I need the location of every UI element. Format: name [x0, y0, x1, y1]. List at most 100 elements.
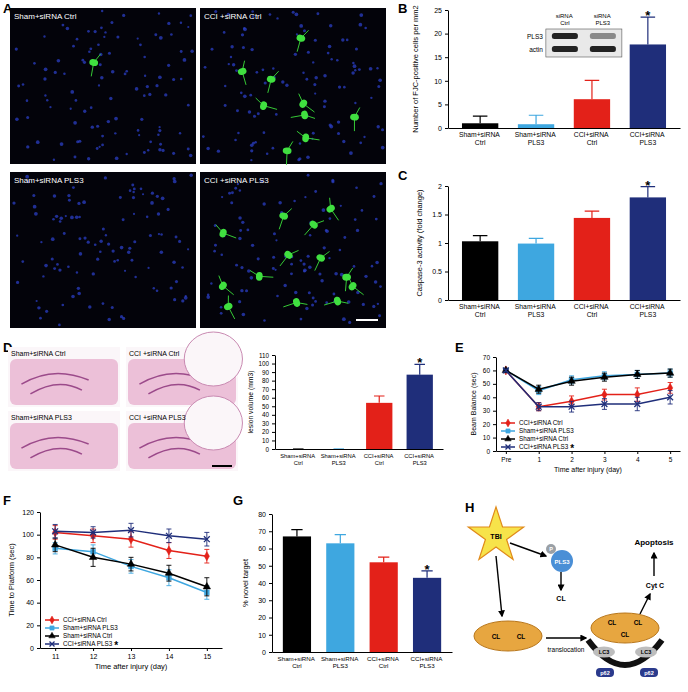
nucleus — [323, 246, 326, 249]
nucleus — [107, 242, 110, 245]
nucleus — [183, 58, 187, 62]
nucleus — [375, 261, 379, 265]
tick-mark — [445, 128, 448, 129]
tick-label: 12 — [90, 653, 98, 660]
tick-mark — [445, 243, 448, 244]
diagram-label: translocation — [548, 646, 585, 653]
tick-label: 100 — [258, 360, 269, 367]
bar — [326, 449, 352, 450]
tick-mark — [37, 580, 40, 581]
neuron — [89, 58, 99, 66]
neuron — [350, 114, 359, 121]
bar — [407, 375, 433, 449]
nucleus — [124, 73, 127, 76]
nucleus — [294, 291, 297, 294]
legend: CCI+siRNA CtrlSham+siRNA PLS3Sham+siRNA … — [45, 616, 118, 650]
nucleus — [97, 43, 100, 46]
plot-marks — [293, 364, 433, 449]
nucleus — [155, 84, 158, 87]
axis-title: Time after injury (day) — [95, 662, 168, 671]
tick: 11 — [52, 648, 59, 660]
category-label: Sham+siRNA Ctrl — [278, 655, 317, 669]
tick-label: 10 — [258, 631, 266, 638]
category-label: Sham+siRNA Ctrl — [459, 131, 502, 146]
nucleus — [108, 52, 111, 55]
nucleus — [101, 10, 103, 12]
marker — [165, 569, 172, 575]
category-label: CCI+siRNA PLS3 — [630, 303, 666, 318]
nucleus — [336, 59, 339, 62]
nucleus — [70, 216, 74, 220]
nucleus — [150, 201, 154, 205]
nucleus — [302, 262, 305, 265]
nucleus — [274, 269, 276, 271]
nucleus — [101, 135, 104, 138]
error-bar — [473, 116, 488, 123]
nucleus — [185, 295, 187, 297]
blot-band — [590, 33, 616, 39]
nucleus — [378, 78, 382, 82]
bar — [518, 244, 554, 300]
nucleus — [113, 260, 116, 263]
significance-mark: * — [114, 640, 118, 651]
nucleus — [281, 80, 284, 83]
nucleus — [243, 27, 247, 31]
nucleus — [79, 252, 83, 256]
significance-mark: * — [425, 562, 431, 577]
axis-line — [275, 356, 276, 450]
image-label: CCI +siRNA PLS3 — [204, 176, 269, 185]
series-line — [506, 370, 670, 406]
nucleus — [228, 63, 230, 65]
tick: 40 — [26, 599, 40, 606]
tick: 40 — [258, 580, 272, 587]
legend-label: CCI+siRNA PLS3 — [63, 640, 113, 647]
nucleus — [314, 92, 316, 94]
nucleus — [87, 30, 90, 33]
nucleus — [320, 279, 323, 282]
tick-mark — [445, 104, 448, 105]
nucleus — [162, 149, 165, 152]
blot-frame — [546, 29, 622, 57]
neurite — [280, 250, 299, 266]
nucleus — [104, 176, 107, 179]
nucleus — [180, 22, 182, 24]
nucleus — [91, 125, 94, 128]
nucleus — [242, 46, 245, 49]
tick-label: 25 — [434, 7, 442, 14]
nucleus — [211, 48, 214, 51]
image-label: Sham+siRNA PLS3 — [11, 414, 72, 421]
tick-label: 10 — [434, 78, 442, 85]
nucleus — [312, 61, 314, 63]
nucleus — [175, 280, 178, 283]
nucleus — [26, 99, 29, 102]
tick: 2 — [438, 183, 448, 190]
tick-label: 60 — [258, 545, 266, 552]
nucleus — [96, 258, 99, 261]
nucleus — [187, 248, 189, 250]
error-bar — [585, 211, 600, 218]
nucleus — [167, 208, 170, 211]
marker — [634, 401, 640, 407]
tick-mark — [272, 364, 275, 365]
diagram-label: CL — [517, 633, 526, 640]
nucleus — [331, 179, 334, 182]
lc3 — [593, 647, 615, 658]
nucleus — [180, 78, 183, 81]
nucleus — [272, 147, 275, 150]
tick-label: 0 — [438, 297, 442, 304]
nucleus — [175, 235, 178, 238]
nucleus — [87, 157, 90, 160]
legend-marker — [49, 632, 55, 638]
diagram-label: p62 — [600, 670, 609, 676]
nucleus — [273, 232, 276, 235]
nucleus — [53, 194, 57, 198]
tick-label: 5 — [438, 101, 442, 108]
axis-title: Time after injury (day) — [554, 466, 622, 474]
error-bar — [204, 532, 209, 546]
nucleus — [352, 62, 354, 64]
tick-label: 2 — [438, 183, 442, 190]
nucleus — [137, 129, 140, 132]
tick: 0 — [30, 645, 40, 652]
marker — [89, 553, 96, 559]
tick-mark — [637, 451, 638, 454]
